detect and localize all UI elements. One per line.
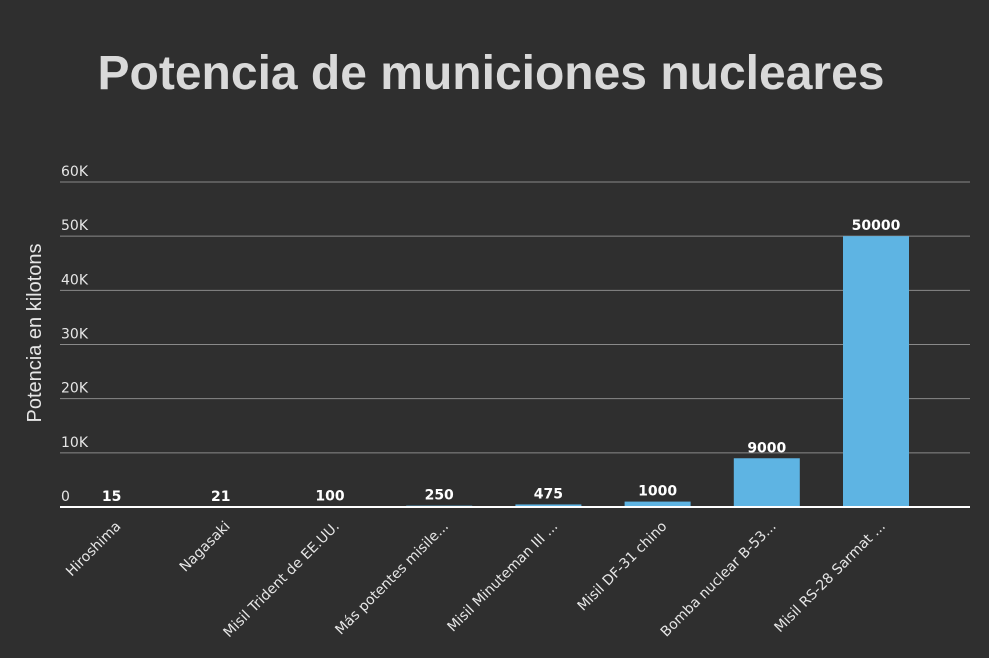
x-tick-label: Nagasaki <box>177 519 234 576</box>
y-axis-ticks: 0 10K 20K 30K 40K 50K 60K <box>61 164 89 505</box>
data-label: 15 <box>102 489 121 505</box>
y-tick-label: 40K <box>61 272 89 288</box>
bars <box>78 236 909 507</box>
x-tick-label: Más potentes misile... <box>332 519 452 639</box>
x-tick-label: Bomba nuclear B-53... <box>658 519 780 641</box>
data-label: 50000 <box>852 218 901 234</box>
data-label: 475 <box>534 486 563 502</box>
y-tick-label: 50K <box>61 218 89 234</box>
y-tick-label: 20K <box>61 381 89 397</box>
y-axis-label: Potencia en kilotons <box>24 243 46 422</box>
y-tick-label: 60K <box>61 164 89 180</box>
y-tick-label: 30K <box>61 327 89 343</box>
bar <box>624 501 691 507</box>
x-tick-label: Misil RS-28 Sarmat ... <box>772 519 889 636</box>
y-tick-label: 10K <box>61 435 89 451</box>
bar <box>515 504 582 507</box>
value-labels: 15 21 100 250 475 1000 9000 50000 <box>102 218 901 505</box>
data-label: 9000 <box>747 440 786 456</box>
x-tick-label: Misil Trident de EE.UU. <box>221 519 343 641</box>
data-label: 100 <box>315 488 344 504</box>
x-tick-label: Misil Minuteman III ... <box>445 519 562 636</box>
data-label: 21 <box>211 489 230 505</box>
data-label: 1000 <box>638 484 677 500</box>
data-label: 250 <box>425 488 454 504</box>
bar <box>733 458 800 507</box>
y-tick-label: 0 <box>61 489 70 505</box>
chart-title: Potencia de municiones nucleares <box>98 47 885 100</box>
grid-lines <box>60 181 970 454</box>
x-tick-label: Hiroshima <box>63 519 124 580</box>
bar <box>843 236 909 507</box>
x-tick-label: Misil DF-31 chino <box>575 519 671 615</box>
